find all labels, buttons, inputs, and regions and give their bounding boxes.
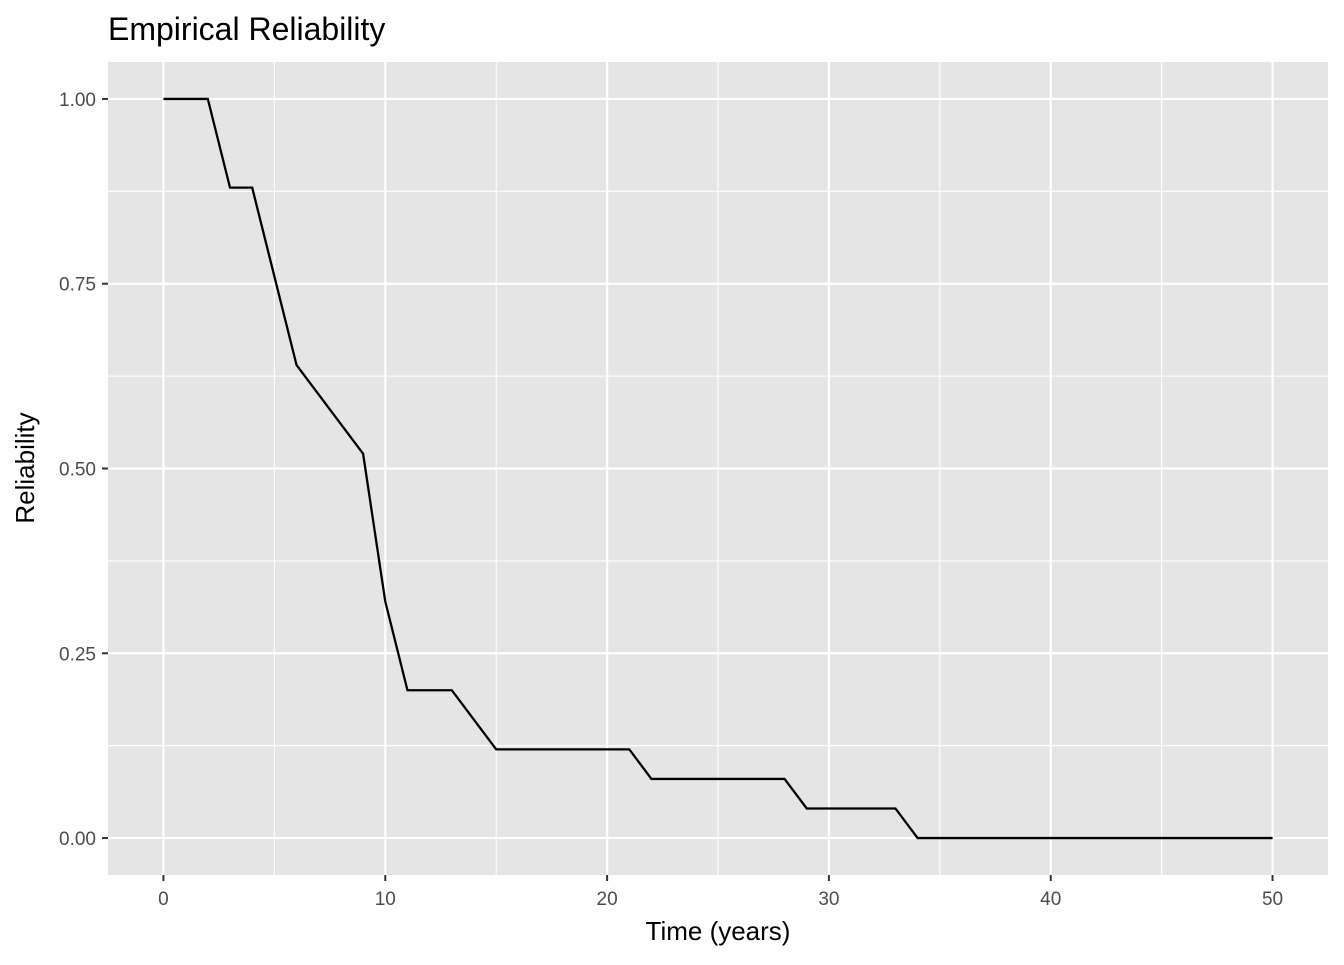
y-tick-label: 1.00 (59, 90, 96, 111)
reliability-line (163, 97, 1273, 840)
x-tick-label: 30 (818, 889, 839, 910)
x-axis-label: Time (years) (646, 916, 791, 946)
x-tick-label: 40 (1040, 889, 1061, 910)
y-tick-label: 0.25 (59, 644, 96, 665)
y-axis-label: Reliability (10, 412, 40, 523)
x-tick-label: 50 (1262, 889, 1283, 910)
x-tick-label: 0 (158, 889, 169, 910)
gridlines (108, 62, 1328, 875)
y-tick-label: 0.00 (59, 829, 96, 850)
series-group (163, 97, 1273, 840)
chart-title: Empirical Reliability (108, 11, 385, 47)
x-tick-label: 10 (375, 889, 396, 910)
y-tick-label: 0.75 (59, 275, 96, 296)
x-axis: 0 10 20 30 40 50 (158, 875, 1283, 910)
x-tick-label: 20 (597, 889, 618, 910)
y-axis: 0.00 0.25 0.50 0.75 1.00 (59, 90, 108, 850)
y-tick-label: 0.50 (59, 460, 96, 481)
